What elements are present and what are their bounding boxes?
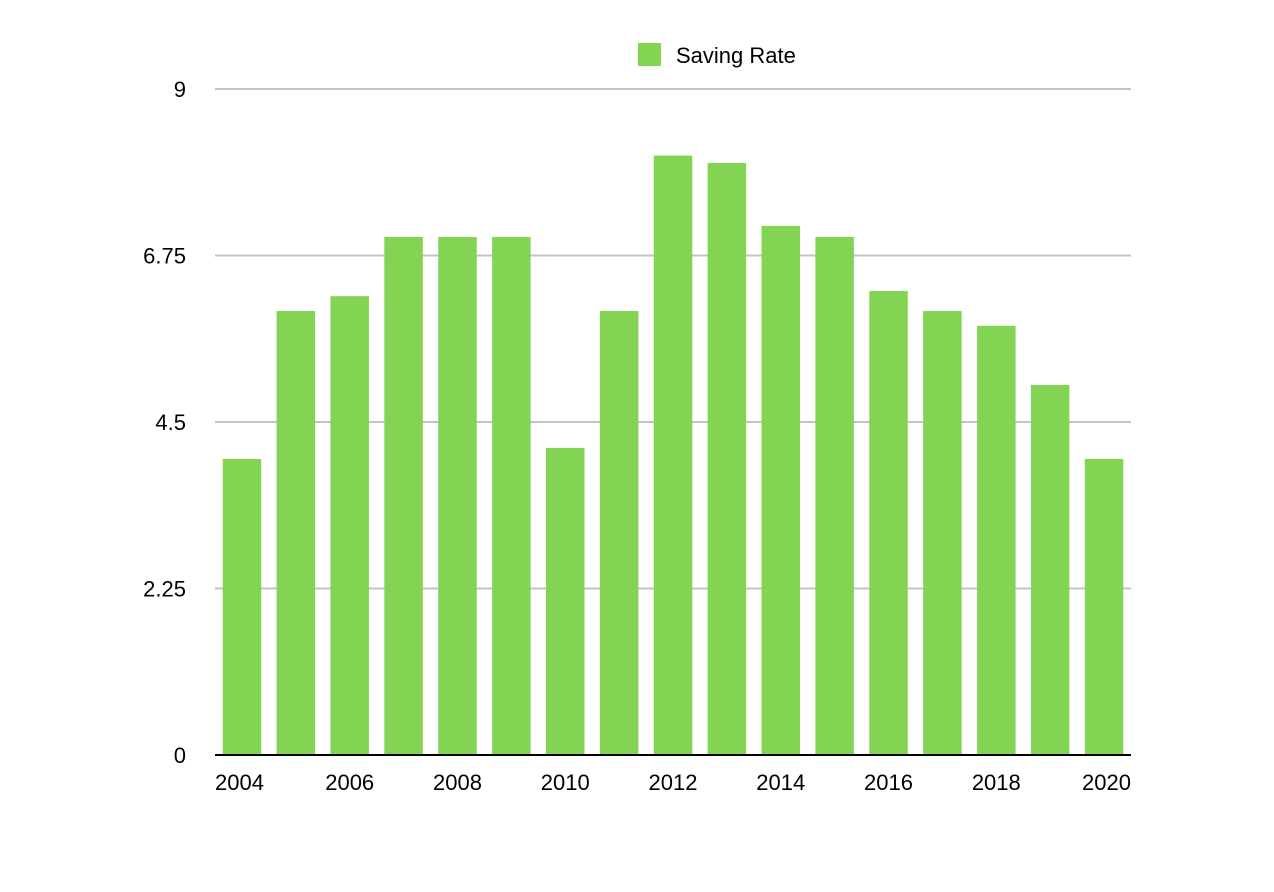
bar-2015 (815, 237, 854, 755)
bar-2004 (222, 459, 262, 755)
x-tick-label-2004: 2004 (215, 770, 264, 795)
y-tick-label: 9 (174, 77, 186, 102)
x-tick-label-2016: 2016 (864, 770, 913, 795)
bar-2006 (330, 296, 369, 755)
bar-2020 (1084, 459, 1124, 755)
legend: Saving Rate (638, 43, 796, 68)
bars (222, 155, 1124, 756)
bar-2018 (977, 325, 1016, 755)
y-tick-label: 6.75 (143, 244, 186, 269)
x-tick-label-2008: 2008 (433, 770, 482, 795)
bar-2010 (545, 447, 585, 755)
y-tick-label: 4.5 (155, 410, 186, 435)
bar-2017 (923, 311, 962, 755)
bar-2016 (869, 291, 908, 755)
y-tick-label: 0 (174, 743, 186, 768)
x-axis-tick-labels: 2004 2006 2008 2010 2012 2014 2016 2018 2020 (215, 770, 1131, 795)
bar-2008 (438, 237, 477, 755)
x-tick-label-2010: 2010 (541, 770, 590, 795)
x-tick-label-2014: 2014 (756, 770, 805, 795)
bar-2013 (707, 163, 747, 755)
bar-2011 (599, 311, 639, 755)
x-tick-label-2006: 2006 (325, 770, 374, 795)
bar-2012 (653, 155, 693, 756)
x-tick-label-2018: 2018 (972, 770, 1021, 795)
x-tick-label-2020: 2020 (1082, 770, 1131, 795)
x-tick-label-2012: 2012 (649, 770, 698, 795)
y-axis-tick-labels: 0 2.25 4.5 6.75 9 (143, 77, 186, 768)
bar-2005 (276, 311, 316, 755)
bar-2019 (1030, 385, 1070, 755)
bar-2007 (384, 237, 423, 755)
legend-swatch-saving-rate (638, 43, 661, 66)
bar-2009 (492, 237, 531, 755)
legend-label-saving-rate: Saving Rate (676, 43, 796, 68)
bar-2014 (761, 225, 801, 755)
y-tick-label: 2.25 (143, 577, 186, 602)
